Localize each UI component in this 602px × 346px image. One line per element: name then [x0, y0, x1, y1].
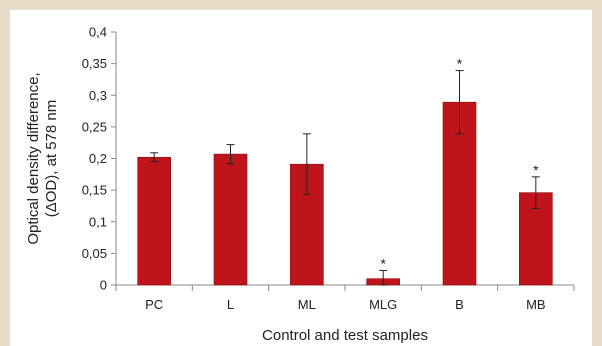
y-tick-label: 0,35 [82, 56, 107, 71]
x-tick-label: B [455, 297, 464, 312]
x-tick-label: MB [526, 297, 546, 312]
y-tick-label: 0,4 [89, 25, 107, 40]
x-tick-label: ML [298, 297, 316, 312]
chart-frame: Optical density difference, (ΔOD), at 57… [10, 10, 592, 346]
y-axis-title-line2: (ΔOD), at 578 nm [43, 100, 60, 218]
bar-l [213, 153, 248, 286]
y-axis-title-line1: Optical density difference, [25, 72, 42, 244]
y-axis-title: Optical density difference, (ΔOD), at 57… [25, 72, 60, 244]
bar-pc [137, 156, 171, 286]
x-tick-label: L [227, 297, 234, 312]
x-tick-label: MLG [369, 297, 397, 312]
y-tick-label: 0,3 [89, 88, 107, 103]
significance-marker: * [533, 162, 539, 178]
y-tick-label: 0 [100, 278, 107, 293]
y-tick-label: 0,25 [82, 119, 107, 134]
plot-area: 0 0,05 0,1 0,15 0,2 0,25 0,3 0,35 0,4 PC L ML * MLG * B… [82, 25, 575, 312]
y-tick-label: 0,1 [89, 214, 107, 229]
bar-chart: Optical density difference, (ΔOD), at 57… [25, 25, 575, 344]
x-axis-title: Control and test samples [262, 327, 428, 344]
y-tick-label: 0,2 [89, 151, 107, 166]
significance-marker: * [380, 255, 386, 271]
y-tick-label: 0,15 [82, 183, 107, 198]
x-tick-label: PC [145, 297, 163, 312]
significance-marker: * [457, 56, 463, 72]
y-tick-label: 0,05 [82, 246, 107, 261]
